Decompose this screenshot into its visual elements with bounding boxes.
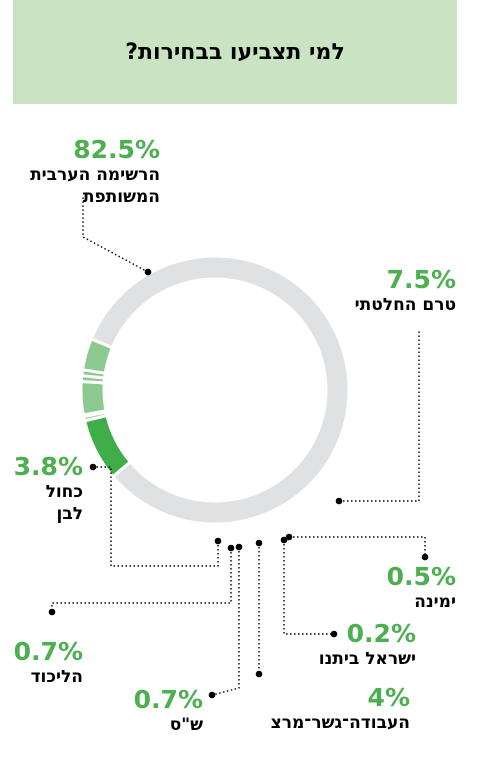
pct-shas: 0.7% bbox=[133, 685, 203, 714]
leader-dot bbox=[48, 608, 56, 616]
leader-dot bbox=[285, 533, 293, 541]
slice-7 bbox=[80, 336, 115, 375]
slice-0 bbox=[89, 254, 351, 526]
label-undecided: 7.5% טרם החלטתי bbox=[355, 266, 456, 316]
label-joint-list: 82.5% הרשימה הערבית המשותפת bbox=[10, 136, 160, 208]
leader-dot bbox=[255, 670, 263, 678]
pct-undecided: 7.5% bbox=[386, 265, 456, 294]
leader-dot bbox=[335, 497, 343, 505]
name-undecided: טרם החלטתי bbox=[354, 295, 456, 315]
leader-line bbox=[289, 536, 426, 557]
leader-dot bbox=[330, 630, 338, 638]
leader-dot bbox=[227, 544, 235, 552]
pct-labor: 4% bbox=[367, 683, 410, 712]
name-yisrael-beytenu: ישראל ביתנו bbox=[318, 649, 416, 669]
leader-dot bbox=[235, 543, 243, 551]
pct-blue-white: 3.8% bbox=[13, 452, 83, 481]
leader-dot bbox=[89, 463, 97, 471]
pct-joint-list: 82.5% bbox=[73, 135, 160, 164]
label-yamina: 0.5% ימינה bbox=[387, 563, 456, 613]
leader-dot bbox=[280, 536, 288, 544]
leader-dot bbox=[214, 537, 222, 545]
pct-yisrael-beytenu: 0.2% bbox=[346, 619, 416, 648]
leader-line bbox=[51, 548, 232, 612]
leader-line bbox=[211, 547, 240, 696]
label-yisrael-beytenu: 0.2% ישראל ביתנו bbox=[319, 620, 416, 670]
label-shas: 0.7% ש"ס bbox=[134, 686, 203, 736]
leader-dot bbox=[421, 553, 429, 561]
leader-dot bbox=[208, 691, 216, 699]
leader-line bbox=[339, 330, 420, 502]
leader-dot bbox=[255, 539, 263, 547]
label-likud: 0.7% הליכוד bbox=[14, 638, 83, 688]
label-blue-white: 3.8% כחול לבן bbox=[14, 453, 83, 525]
name-joint-list: הרשימה הערבית המשותפת bbox=[30, 165, 160, 207]
name-blue-white: כחול לבן bbox=[45, 482, 83, 524]
leader-line bbox=[82, 195, 149, 273]
pct-likud: 0.7% bbox=[13, 637, 83, 666]
label-labor: 4% העבודה־גשר־מרצ bbox=[271, 684, 410, 734]
pct-yamina: 0.5% bbox=[386, 562, 456, 591]
leader-dot bbox=[144, 268, 152, 276]
chart-title: למי תצביעו בבחירות? bbox=[125, 39, 345, 65]
leader-line bbox=[93, 466, 219, 567]
name-likud: הליכוד bbox=[30, 667, 83, 687]
header-banner: למי תצביעו בבחירות? bbox=[13, 0, 457, 104]
name-labor: העבודה־גשר־מרצ bbox=[270, 713, 410, 733]
name-shas: ש"ס bbox=[169, 715, 203, 735]
name-yamina: ימינה bbox=[414, 592, 456, 612]
slice-4 bbox=[79, 379, 108, 417]
